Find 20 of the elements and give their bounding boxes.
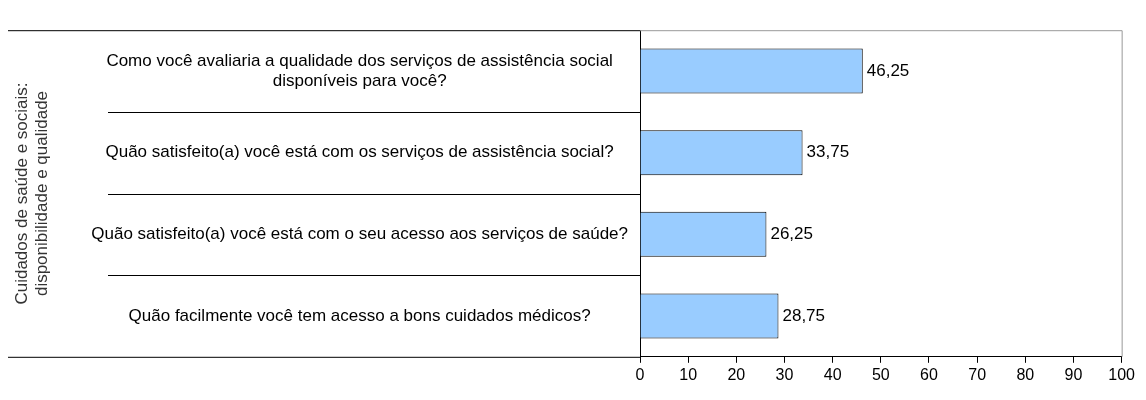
x-tick-label: 70	[968, 365, 987, 383]
y-tick-label: Quão facilmente você tem acesso a bons cuidados médicos?	[128, 305, 591, 325]
x-tick-label: 90	[1064, 365, 1083, 383]
y-axis-title: Cuidados de saúde e sociais: disponibilidade e qualidade	[11, 82, 52, 305]
x-tick-label: 0	[635, 365, 645, 383]
data-label: 46,25	[866, 60, 910, 80]
x-tick-label: 80	[1016, 365, 1035, 383]
data-label: 33,75	[806, 142, 850, 162]
x-tick-label: 20	[727, 365, 746, 383]
y-tick-label: Quão satisfeito(a) você está com os serviços de assistência social?	[105, 142, 614, 162]
y-tick-label: Como você avaliaria a qualidade dos serviços de assistência social disponíveis para você?	[106, 50, 613, 90]
x-tick-label: 50	[871, 365, 890, 383]
x-tick-label: 40	[823, 365, 842, 383]
data-label: 26,25	[770, 224, 813, 244]
x-tick-label: 10	[679, 365, 698, 383]
x-tick-label: 100	[1108, 365, 1136, 383]
x-tick-label: 30	[775, 365, 794, 383]
y-tick-label: Quão satisfeito(a) você está com o seu acesso aos serviços de saúde?	[91, 224, 628, 244]
x-tick-label: 60	[920, 365, 938, 383]
data-label: 28,75	[782, 305, 826, 325]
